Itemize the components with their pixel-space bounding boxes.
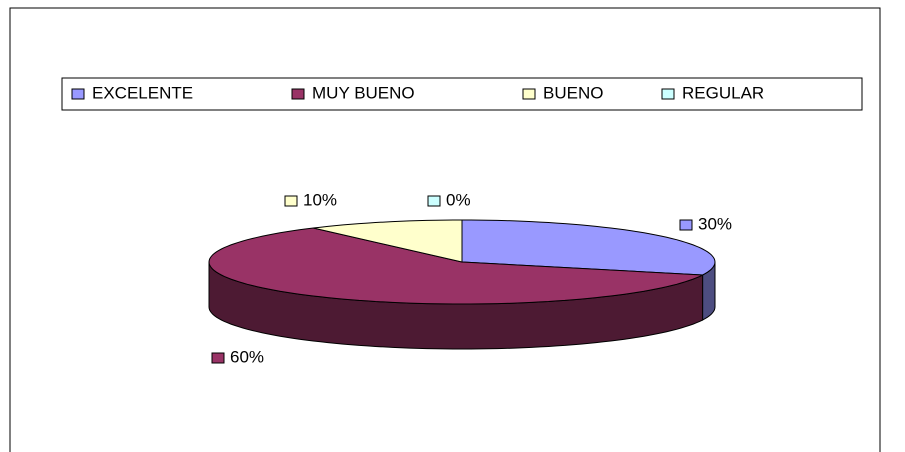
- legend-key: [71, 88, 85, 100]
- slice: [208, 227, 703, 305]
- legend-label: REGULAR: [682, 83, 764, 102]
- slice: [313, 219, 463, 263]
- data-label: 30%: [698, 214, 732, 233]
- legend-label: MUY BUENO: [312, 83, 415, 102]
- label-key: [679, 219, 693, 231]
- data-label: 60%: [230, 347, 264, 366]
- label-key: [211, 352, 225, 364]
- legend-key: [291, 88, 305, 100]
- legend-key: [522, 88, 536, 100]
- data-label: 10%: [303, 190, 337, 209]
- data-label: 0%: [446, 190, 471, 209]
- legend-label: EXCELENTE: [92, 83, 193, 102]
- legend-key: [661, 88, 675, 100]
- legend-label: BUENO: [543, 83, 603, 102]
- slice: [461, 219, 716, 276]
- label-key: [427, 195, 441, 207]
- legend-box: [61, 77, 863, 111]
- label-key: [284, 195, 298, 207]
